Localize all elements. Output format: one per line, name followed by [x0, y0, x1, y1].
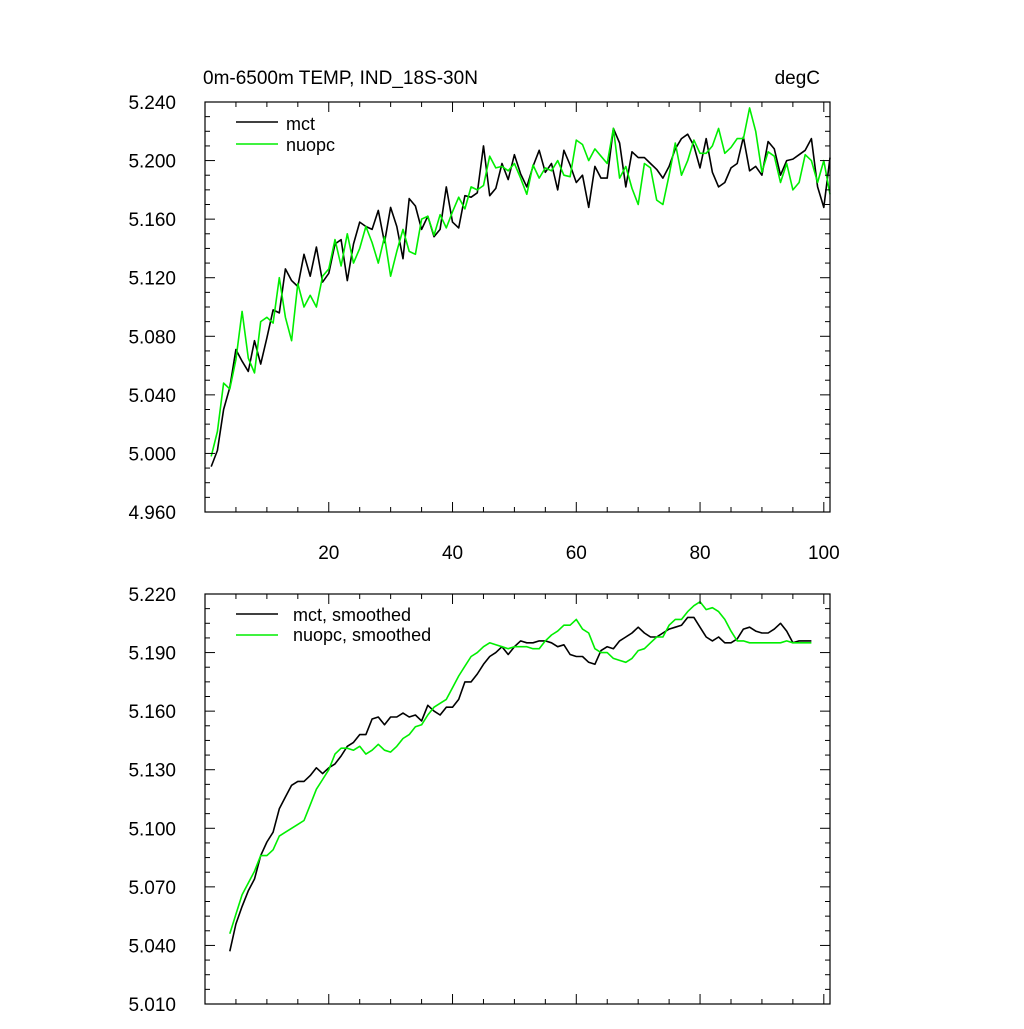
bottom-plot-frame [204, 593, 831, 1005]
legend-label-mct-smoothed: mct, smoothed [293, 605, 411, 625]
bottom-panel: 5.010 5.040 5.070 5.100 5.130 5.160 5.190 5.220… [128, 585, 831, 1016]
y-tick-label: 4.960 [128, 503, 176, 524]
y-tick-label: 5.220 [128, 585, 176, 606]
y-tick-label: 5.120 [128, 269, 176, 290]
series-line-nuopc [229, 600, 812, 934]
y-tick-label: 5.130 [128, 761, 176, 782]
y-tick-label: 5.190 [128, 644, 176, 665]
y-tick-label: 5.080 [128, 327, 176, 348]
y-tick-label: 5.040 [128, 386, 176, 407]
top-panel: 0m-6500m TEMP, IND_18S-30N degC 4.960 5.0… [128, 68, 839, 564]
top-axis-ticks: 4.960 5.000 5.040 5.080 5.120 5.160 5.200 5.240… [128, 93, 839, 564]
bottom-legend: mct, smoothed nuopc, smoothed [236, 605, 431, 645]
x-tick-label: 80 [689, 543, 710, 564]
x-tick-label: 40 [442, 543, 463, 564]
y-tick-label: 5.200 [128, 152, 176, 173]
y-tick-label: 5.160 [128, 702, 176, 723]
series-line-mct [229, 616, 812, 952]
bottom-axis-ticks: 5.010 5.040 5.070 5.100 5.130 5.160 5.190 5.220 [128, 585, 830, 1016]
series-line-mct [210, 127, 831, 467]
y-tick-label: 5.000 [128, 444, 176, 465]
y-tick-label: 5.100 [128, 819, 176, 840]
series-line-nuopc [210, 107, 831, 457]
y-tick-label: 5.240 [128, 93, 176, 114]
top-legend: mct nuopc [236, 114, 335, 155]
x-tick-label: 20 [318, 543, 339, 564]
top-series-lines [210, 107, 831, 467]
bottom-series-lines [229, 600, 812, 952]
units-label: degC [775, 68, 820, 89]
x-tick-label: 60 [566, 543, 587, 564]
legend-label-mct: mct [286, 114, 315, 134]
y-tick-label: 5.070 [128, 878, 176, 899]
y-tick-label: 5.160 [128, 210, 176, 231]
legend-label-nuopc: nuopc [286, 135, 335, 155]
y-tick-label: 5.040 [128, 936, 176, 957]
chart-title: 0m-6500m TEMP, IND_18S-30N [203, 68, 478, 89]
y-tick-label: 5.010 [128, 995, 176, 1016]
x-tick-label: 100 [808, 543, 840, 564]
legend-label-nuopc-smoothed: nuopc, smoothed [293, 625, 431, 645]
